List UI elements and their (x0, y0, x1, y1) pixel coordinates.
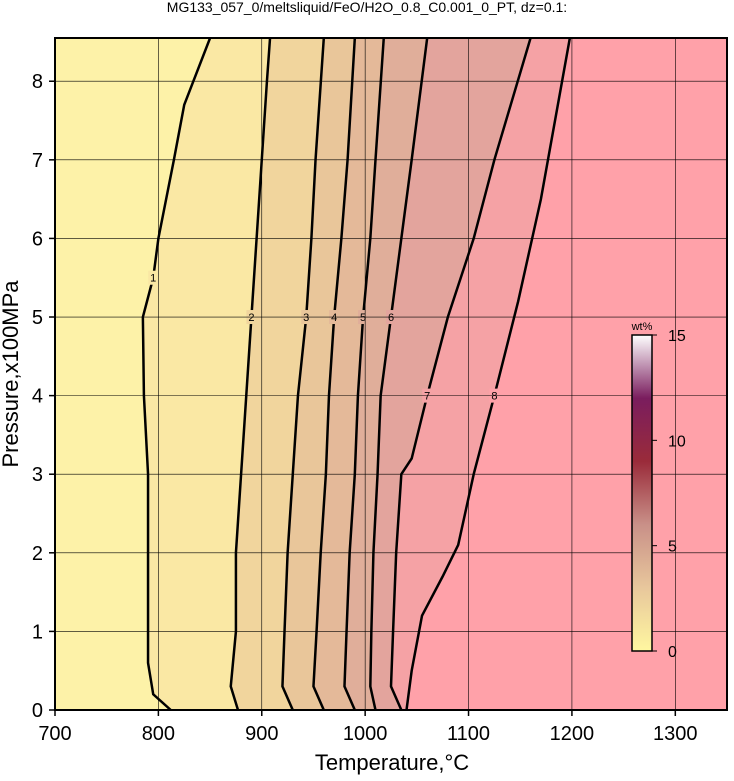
colorbar (631, 334, 653, 652)
colorbar-label: wt% (631, 321, 653, 333)
x-tick-label: 800 (142, 723, 175, 745)
x-tick-label: 700 (38, 723, 71, 745)
x-tick-label: 1200 (550, 723, 595, 745)
plot-area: 1 2 3 4 5 6 7 8 (55, 38, 727, 710)
contour-label: 7 (424, 391, 430, 403)
contour-line (141, 38, 212, 710)
x-tick-label: 1000 (343, 723, 388, 745)
y-tick-label: 5 (32, 307, 43, 329)
contour-label: 6 (388, 312, 394, 324)
y-axis-label: Pressure,x100MPa (0, 280, 23, 468)
chart-title: MG133_057_0/meltsliquid/FeO/H2O_0.8_C0.0… (167, 0, 567, 15)
y-tick-label: 0 (32, 700, 43, 722)
x-tick-label: 900 (245, 723, 278, 745)
contour-label: 1 (150, 273, 156, 285)
y-tick-label: 4 (32, 386, 43, 408)
y-tick-label: 8 (32, 71, 43, 93)
contour-line (312, 38, 357, 710)
y-tick-label: 3 (32, 464, 43, 486)
contour-line (389, 38, 532, 710)
contour-label: 2 (248, 312, 254, 324)
x-tick-label: 1300 (653, 723, 698, 745)
contour-label-bg (148, 270, 159, 285)
y-tick-label: 2 (32, 543, 43, 565)
contour-label: 5 (360, 312, 366, 324)
x-tick-label: 1100 (447, 723, 490, 745)
y-tick-label: 1 (32, 621, 43, 643)
contour-line (343, 38, 386, 710)
colorbar-tick-label: 10 (668, 433, 686, 450)
colorbar-tick-label: 5 (668, 539, 677, 556)
plot-frame (54, 37, 728, 711)
contour-label: 4 (331, 312, 337, 324)
contour-line (369, 38, 429, 710)
contour-label: 8 (491, 391, 497, 403)
colorbar-tick-label: 15 (668, 328, 686, 345)
overlay: 700 800 900 1000 1100 1200 1300012345678wt%051… (32, 37, 728, 745)
contour-line (281, 38, 326, 710)
colorbar-tick-label: 0 (668, 644, 677, 661)
y-tick-label: 7 (32, 150, 43, 172)
contour-label: 3 (303, 312, 309, 324)
y-tick-label: 6 (32, 228, 43, 250)
contour-line (405, 38, 572, 710)
x-axis-label: Temperature,°C (315, 750, 469, 775)
